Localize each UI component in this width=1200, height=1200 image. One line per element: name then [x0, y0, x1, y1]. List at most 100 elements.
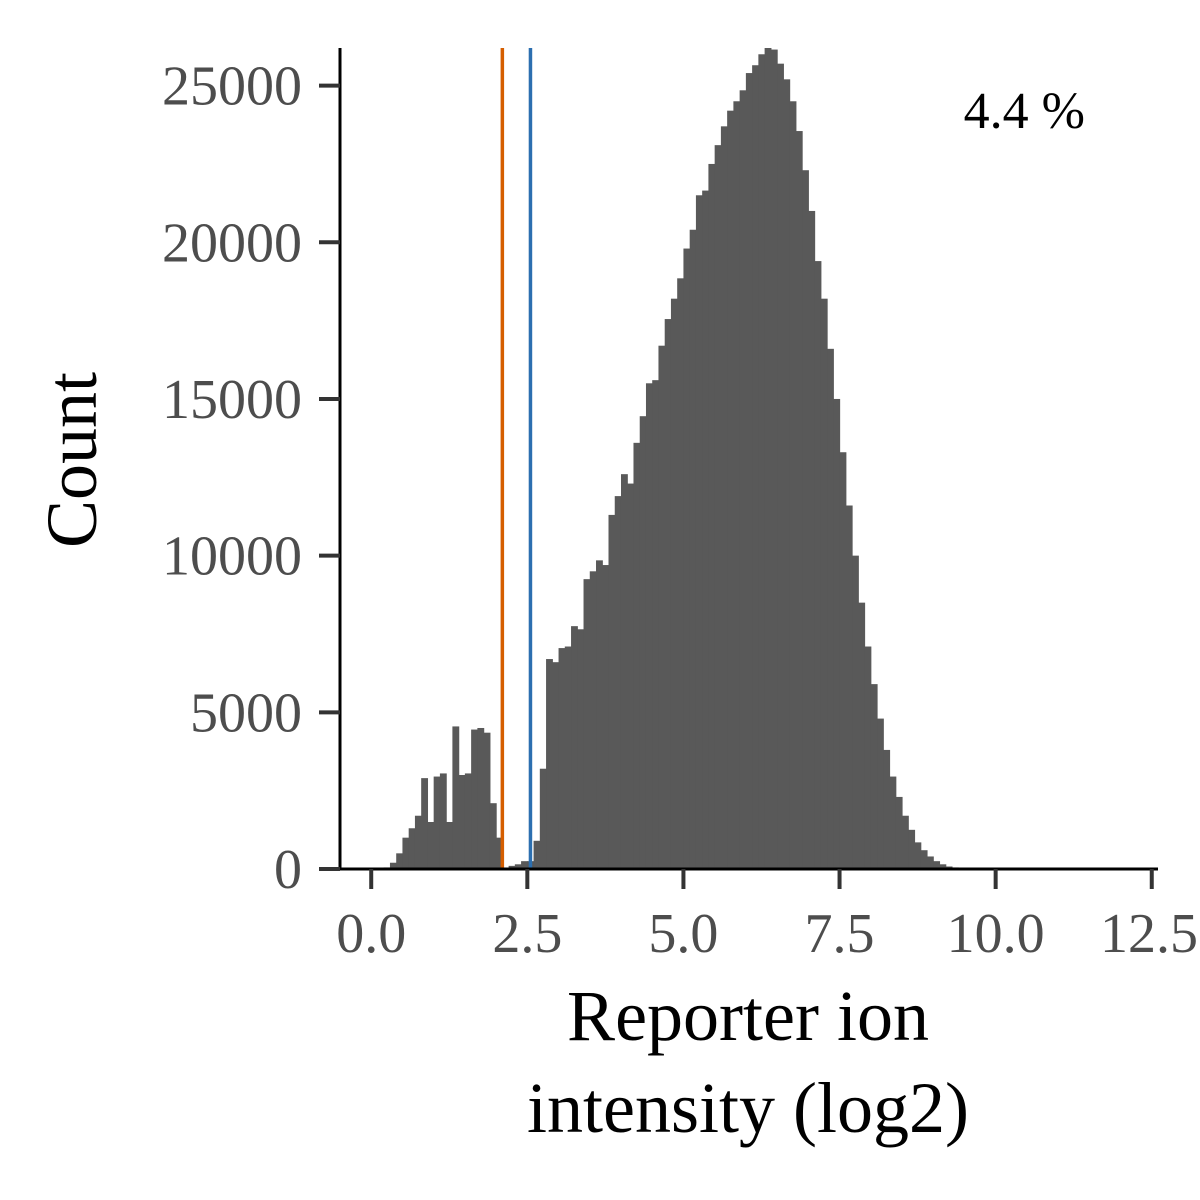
histogram-bar	[752, 65, 759, 869]
histogram-bar	[602, 565, 610, 869]
histogram-bar	[521, 861, 528, 869]
histogram-bar	[814, 261, 822, 869]
histogram-bar	[845, 505, 853, 869]
histogram-bar	[552, 662, 560, 869]
histogram-bar	[670, 298, 678, 869]
histogram-bar	[577, 629, 585, 869]
histogram-bar	[864, 646, 872, 869]
histogram-bar	[489, 803, 497, 869]
histogram-bar	[870, 684, 878, 869]
histogram-bar	[677, 278, 685, 869]
histogram-bar	[895, 796, 903, 869]
histogram-bar	[839, 452, 847, 869]
histogram-bar	[546, 659, 553, 869]
x-axis-title-line-2: intensity (log2)	[527, 1068, 969, 1148]
x-tick-label: 12.5	[1100, 903, 1198, 965]
x-tick-label: 10.0	[947, 903, 1045, 965]
histogram-bar	[770, 49, 778, 870]
histogram-bar	[764, 48, 772, 869]
histogram-bar	[789, 101, 797, 869]
histogram-bar	[914, 842, 922, 869]
histogram-bar	[852, 555, 859, 869]
histogram-bar	[614, 496, 622, 869]
histogram-bar	[901, 815, 909, 869]
histogram-bar	[727, 110, 734, 869]
histogram-bar	[608, 514, 616, 869]
histogram-bar	[402, 837, 410, 869]
histogram-bar	[414, 815, 422, 869]
y-tick-label: 0	[274, 839, 302, 901]
percentage-annotation: 4.4 %	[964, 83, 1085, 140]
histogram-bar	[583, 579, 591, 869]
histogram-bar	[389, 862, 397, 869]
histogram-bar	[664, 319, 672, 870]
histogram-bar	[820, 298, 828, 869]
histogram-bar	[827, 348, 834, 869]
histogram-bar	[514, 864, 522, 869]
y-tick-label: 5000	[190, 682, 302, 744]
histogram-bar	[564, 646, 572, 869]
histogram-bar	[933, 861, 941, 869]
x-axis-ticks: 0.0 2.5 5.0 7.5 10.0 12.5	[336, 869, 1198, 965]
x-tick-label: 5.0	[648, 903, 718, 965]
histogram-bar	[858, 602, 866, 869]
histogram-bar	[939, 864, 947, 869]
histogram-bar	[396, 853, 404, 869]
histogram-bar	[452, 726, 460, 869]
histogram-bar	[639, 416, 647, 869]
histogram-bar	[833, 398, 841, 869]
histogram-bar	[571, 626, 578, 869]
x-axis-title-line-1: Reporter ion	[567, 976, 929, 1056]
histogram-bar	[733, 101, 741, 869]
histogram-bar	[439, 773, 447, 869]
histogram-bar	[633, 442, 641, 869]
histogram-bar	[496, 837, 503, 869]
histogram-bar	[645, 383, 653, 869]
histogram-bar	[652, 380, 660, 869]
histogram-bar	[745, 73, 753, 869]
histogram-bar	[471, 729, 478, 869]
threshold-lines	[500, 48, 533, 869]
x-tick-label: 2.5	[492, 903, 562, 965]
histogram-bar	[926, 856, 934, 869]
histogram-bar	[683, 248, 691, 869]
histogram-bar	[689, 229, 697, 869]
histogram-bar	[720, 126, 728, 869]
histogram-bar	[533, 840, 541, 869]
histogram-bar	[658, 345, 666, 870]
histogram-bar	[714, 145, 722, 869]
histogram-bar	[777, 63, 784, 869]
histogram-bar	[783, 79, 791, 869]
y-axis-title: Count	[32, 372, 112, 548]
histogram-bar	[464, 773, 472, 869]
histogram-bar	[477, 727, 485, 869]
histogram-bar	[483, 732, 491, 869]
histogram-bar	[795, 131, 803, 870]
histogram-bar	[408, 828, 416, 869]
histogram-bar	[508, 865, 516, 869]
histogram-bar	[558, 648, 566, 869]
y-axis-ticks: 0 5000 10000 15000 20000 25000	[162, 56, 340, 901]
histogram-bar	[596, 560, 603, 869]
histogram-bars	[383, 48, 984, 870]
histogram-bar	[589, 571, 597, 869]
histogram-bar	[695, 195, 703, 869]
y-tick-label: 20000	[162, 212, 302, 274]
y-tick-label: 25000	[162, 56, 302, 118]
x-tick-label: 7.5	[805, 903, 875, 965]
histogram-bar	[421, 778, 429, 869]
histogram-bar	[702, 190, 710, 869]
histogram-bar	[920, 850, 928, 869]
histogram-bar	[458, 774, 466, 869]
histogram-bar	[883, 749, 891, 869]
histogram-bar	[758, 54, 766, 870]
histogram-bar	[808, 210, 816, 870]
y-tick-label: 10000	[162, 526, 302, 588]
histogram-bar	[802, 170, 809, 869]
histogram-bar	[433, 776, 441, 869]
x-tick-label: 0.0	[336, 903, 406, 965]
histogram-bar	[627, 483, 635, 869]
histogram-bar	[708, 163, 716, 869]
histogram-bar	[539, 768, 547, 869]
